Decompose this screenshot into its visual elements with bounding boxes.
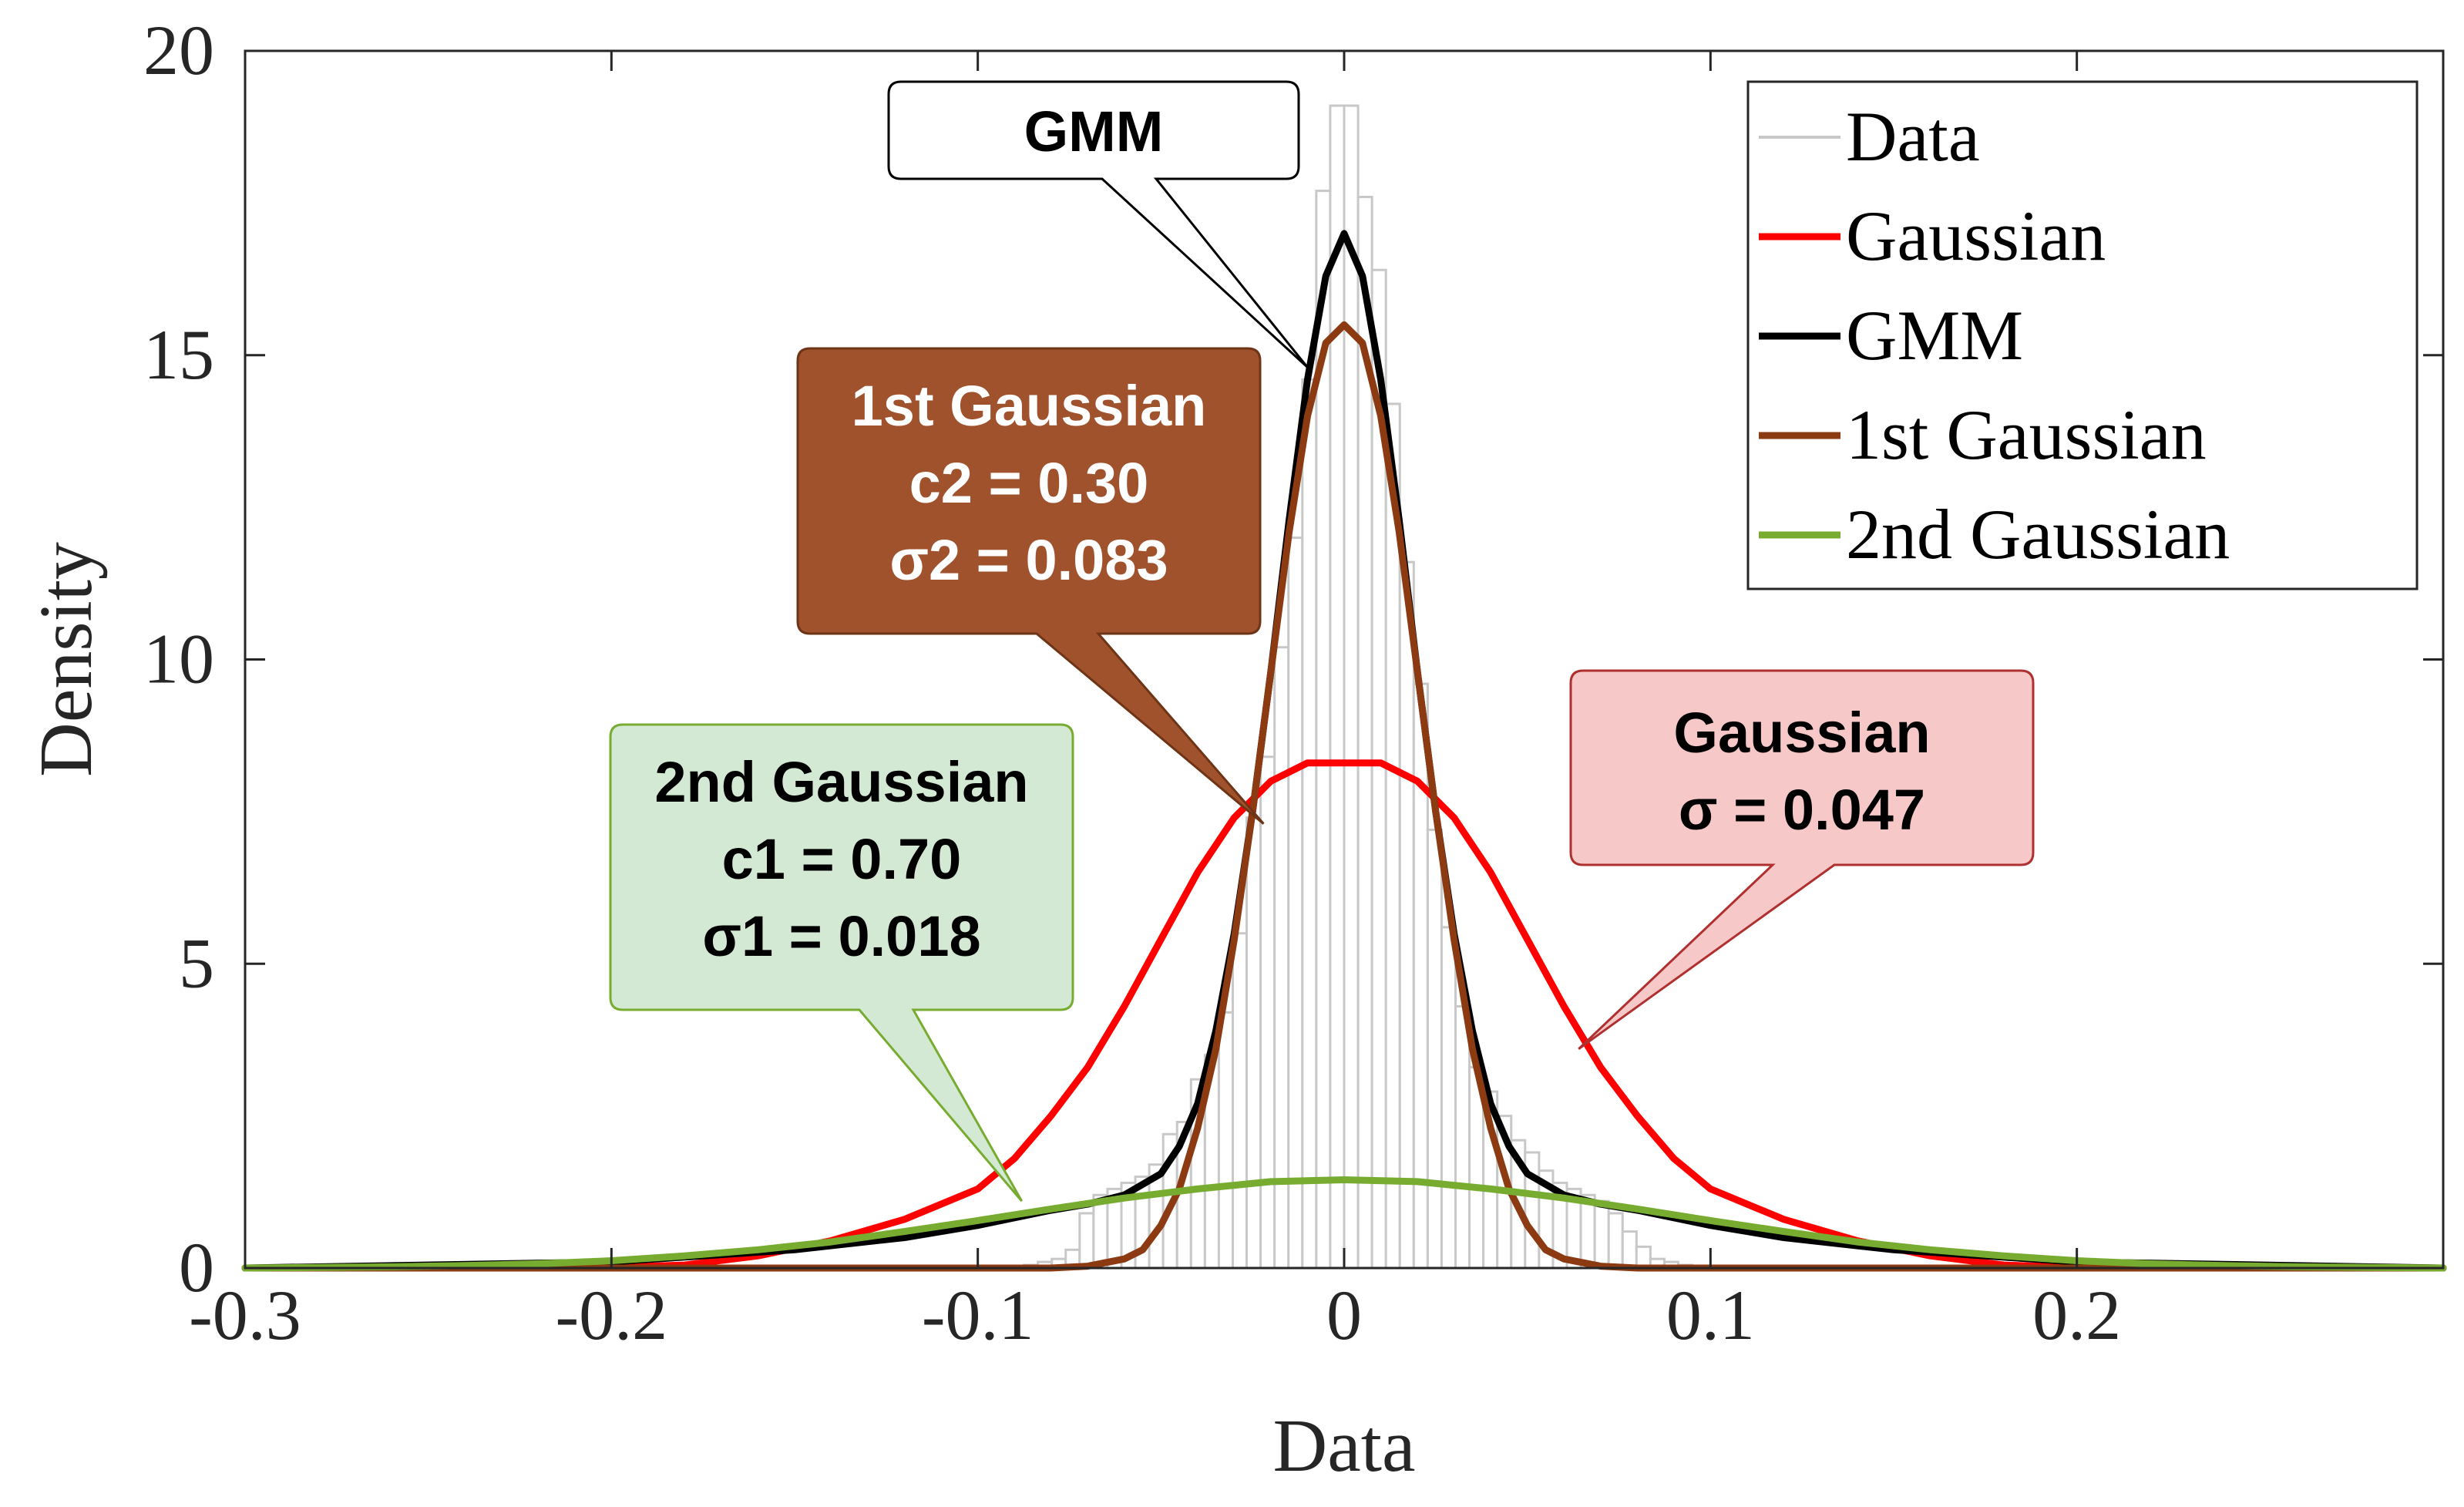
series-line-1st-gaussian [241, 321, 2447, 1272]
legend-label-gmm: GMM [1846, 296, 2023, 375]
annotation-first-gaussian-weight: c2 = 0.30 [909, 451, 1149, 515]
annotation-first-gaussian-title: 1st Gaussian [852, 374, 1207, 438]
annotation-first-gaussian-shape [796, 347, 1265, 825]
x-tick-label: 0.2 [2032, 1276, 2121, 1354]
y-tick-label: 15 [143, 315, 214, 394]
y-tick-label: 10 [143, 620, 214, 698]
histogram-bar [1454, 1005, 1471, 1270]
histogram-bar [1579, 1193, 1596, 1270]
x-tick-label: -0.2 [556, 1276, 668, 1354]
legend-label-gaussian: Gaussian [1846, 197, 2106, 275]
annotation-second-gaussian: 2nd Gaussian c1 = 0.70 σ1 = 0.018 [609, 723, 1074, 1203]
histogram [1023, 104, 1694, 1270]
annotation-first-gaussian-sigma: σ2 = 0.083 [889, 528, 1168, 592]
x-tick-label: -0.1 [922, 1276, 1034, 1354]
histogram-bar [1329, 104, 1346, 1270]
histogram-bar [1301, 378, 1318, 1270]
histogram-bar [1245, 816, 1262, 1270]
histogram-bar [1259, 755, 1276, 1270]
annotation-second-gaussian-sigma: σ1 = 0.018 [702, 904, 980, 968]
histogram-bar [1593, 1199, 1610, 1270]
annotation-second-gaussian-shape [609, 723, 1074, 1203]
histogram-bar [1078, 1212, 1095, 1270]
legend-label-first-gaussian: 1st Gaussian [1846, 395, 2207, 474]
annotation-first-gaussian: 1st Gaussian c2 = 0.30 σ2 = 0.083 [796, 347, 1265, 825]
histogram-bar [1343, 104, 1360, 1270]
annotation-gaussian-title: Gaussian [1673, 701, 1930, 765]
series-line-gaussian [241, 759, 2447, 1272]
histogram-bar [1398, 560, 1415, 1270]
legend-box [1746, 80, 2419, 590]
y-tick-label: 5 [179, 923, 214, 1002]
histogram-bar [1287, 537, 1304, 1270]
histogram-bar [1426, 829, 1443, 1270]
annotation-gaussian: Gaussian σ = 0.047 [1569, 669, 2035, 1050]
annotation-gmm-title: GMM [1024, 99, 1164, 163]
histogram-bar [1273, 646, 1290, 1270]
y-axis-label: Density [25, 542, 108, 777]
histogram-bar [1231, 932, 1249, 1270]
legend: Data Gaussian GMM 1st Gaussian 2nd Gauss… [1746, 80, 2419, 590]
legend-label-data: Data [1846, 97, 1980, 176]
annotation-gaussian-sigma: σ = 0.047 [1679, 778, 1925, 842]
histogram-bar [1092, 1193, 1109, 1270]
x-axis-label: Data [1273, 1404, 1416, 1488]
y-tick-label: 20 [143, 11, 214, 89]
annotation-gmm-shape [887, 80, 1309, 368]
histogram-bar [1607, 1212, 1624, 1270]
histogram-bar [1621, 1230, 1638, 1270]
histogram-bar [1440, 926, 1457, 1270]
histogram-bar [1217, 1011, 1234, 1270]
annotation-gaussian-shape [1569, 669, 2035, 1050]
legend-label-second-gaussian: 2nd Gaussian [1846, 495, 2230, 574]
x-tick-label: 0 [1326, 1276, 1362, 1354]
annotation-second-gaussian-weight: c1 = 0.70 [722, 827, 962, 891]
y-tick-label: 0 [179, 1228, 214, 1307]
annotation-gmm: GMM [887, 80, 1309, 368]
x-tick-label: 0.1 [1666, 1276, 1755, 1354]
annotation-second-gaussian-title: 2nd Gaussian [654, 750, 1028, 814]
axis-ticks: -0.3 -0.2 -0.1 0 0.1 0.2 0 5 10 15 20 [143, 11, 2443, 1354]
x-tick-label: -0.3 [189, 1276, 301, 1354]
